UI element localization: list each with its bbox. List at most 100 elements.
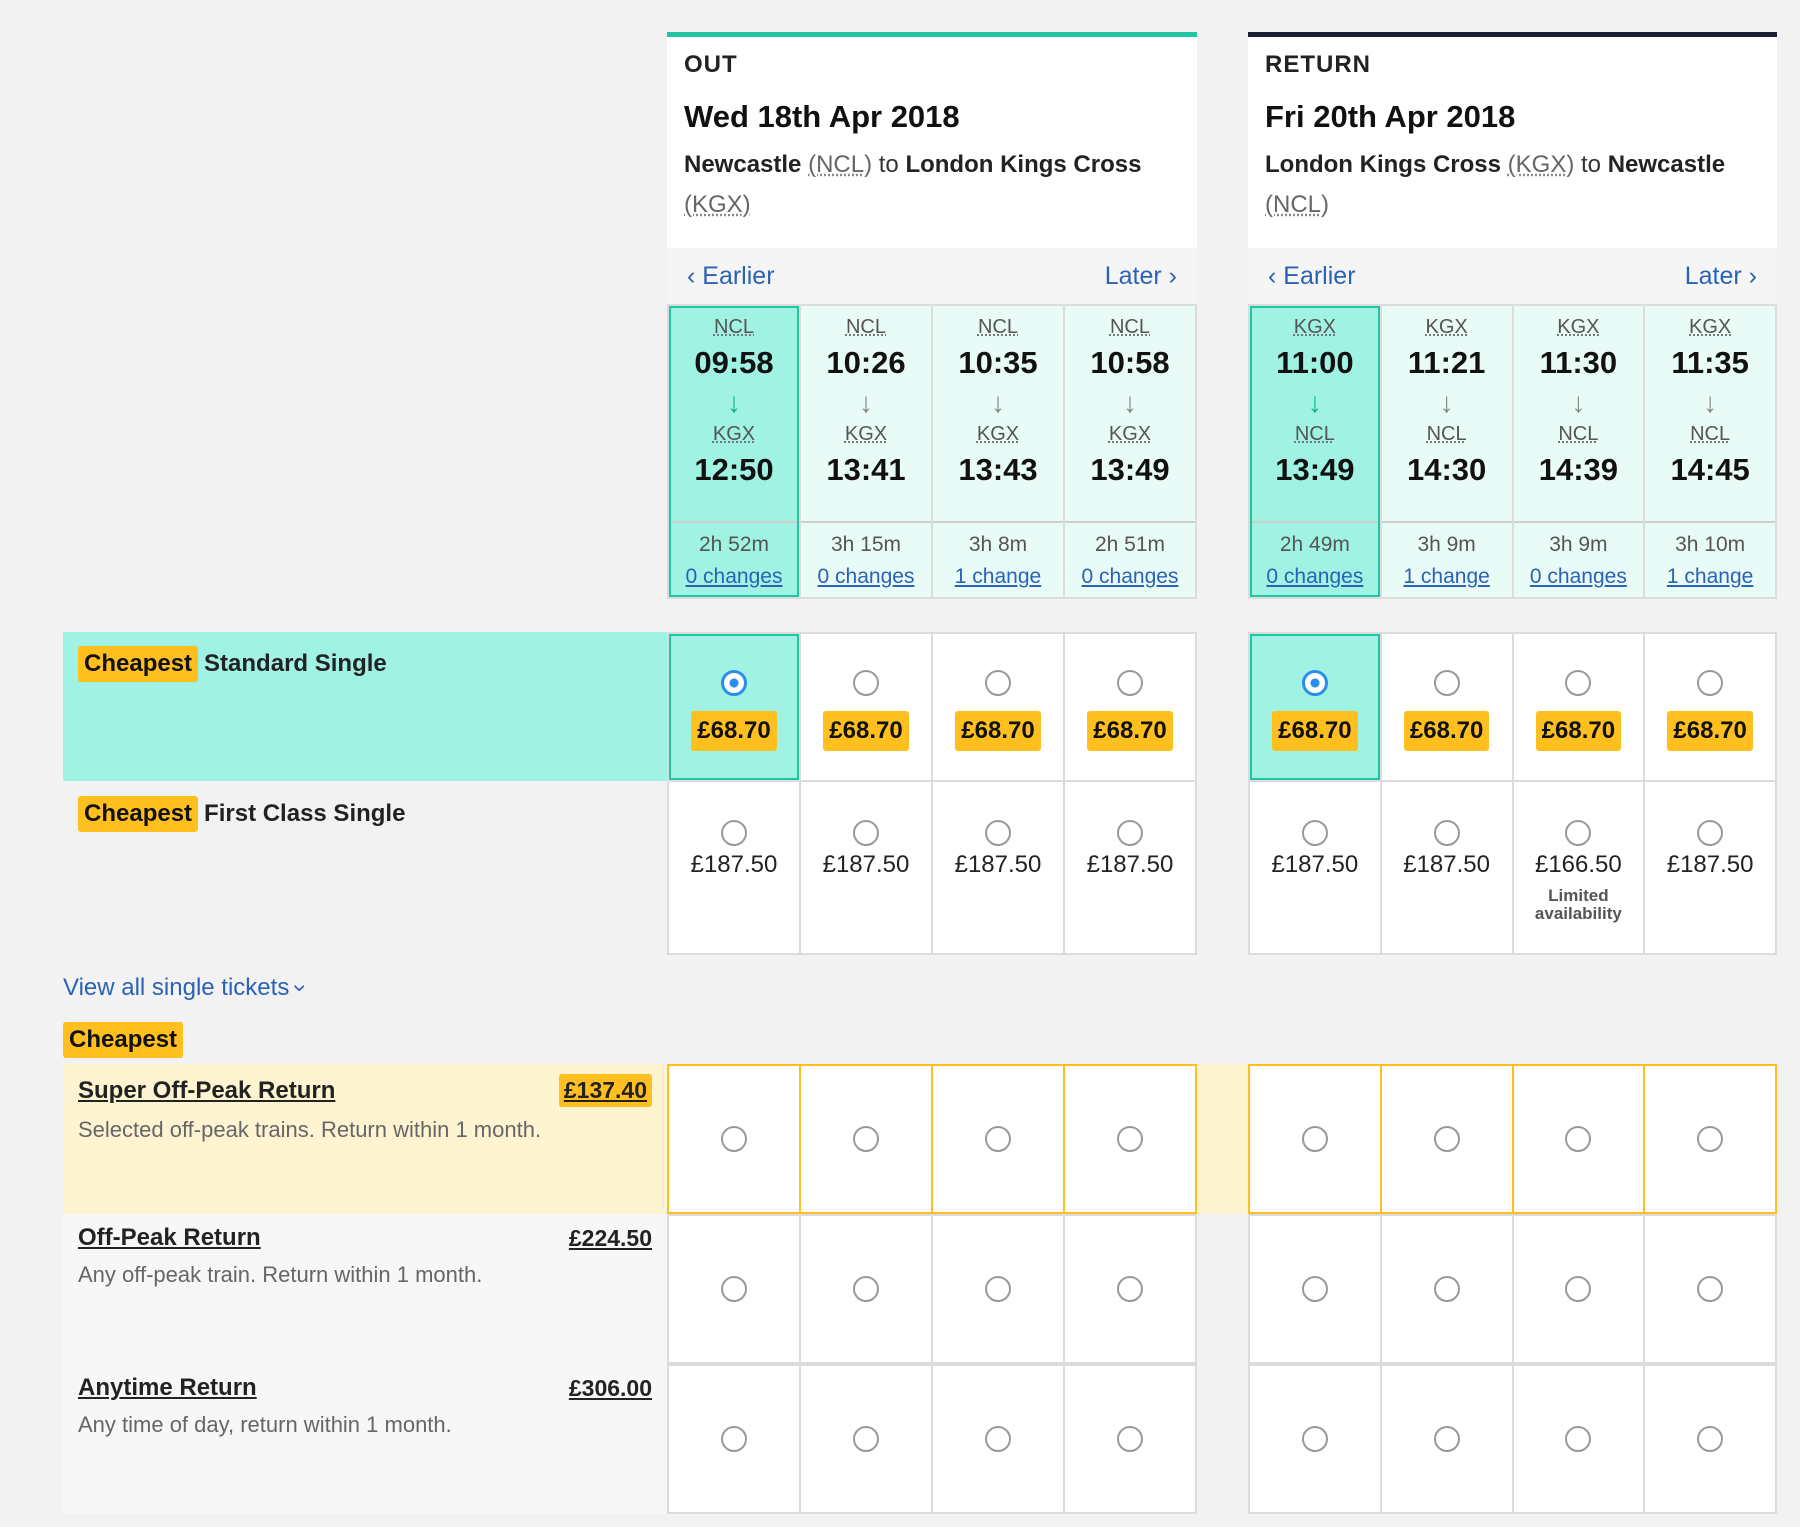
return-fare-cell[interactable] (1381, 1066, 1512, 1212)
fare-radio[interactable] (985, 1426, 1011, 1452)
fare-cell[interactable]: £68.70 (1513, 634, 1644, 780)
fare-radio[interactable] (1117, 1426, 1143, 1452)
fare-cell[interactable]: £68.70 (1065, 634, 1195, 780)
return-fare-cell[interactable] (669, 1066, 799, 1212)
changes-link[interactable]: 1 change (1403, 565, 1490, 588)
return-fare-cell[interactable] (1513, 1066, 1644, 1212)
return-fare-cell[interactable] (933, 1216, 1063, 1362)
fare-cell[interactable]: £68.70 (669, 634, 799, 780)
fare-radio[interactable] (985, 1126, 1011, 1152)
fare-radio[interactable] (1117, 1276, 1143, 1302)
changes-link[interactable]: 0 changes (817, 565, 915, 588)
train-option[interactable]: KGX 11:00 ↓ NCL 13:49 2h 49m 0 changes (1250, 306, 1380, 597)
return-fare-cell[interactable] (1065, 1216, 1195, 1362)
return-fare-cell[interactable] (669, 1366, 799, 1512)
train-option[interactable]: NCL 10:35 ↓ KGX 13:43 3h 8m 1 change (933, 306, 1063, 597)
fare-cell[interactable]: £68.70 (801, 634, 931, 780)
fare-radio[interactable] (985, 670, 1011, 696)
fare-cell[interactable]: £68.70 (1381, 634, 1512, 780)
return-fare-cell[interactable] (1381, 1216, 1512, 1362)
changes-link[interactable]: 0 changes (1081, 565, 1179, 588)
return-fare-cell[interactable] (801, 1366, 931, 1512)
train-option[interactable]: NCL 10:58 ↓ KGX 13:49 2h 51m 0 changes (1065, 306, 1195, 597)
fare-radio[interactable] (1565, 1276, 1592, 1302)
out-later-link[interactable]: Later › (1105, 262, 1177, 291)
fare-radio[interactable] (1433, 1426, 1460, 1452)
return-fare-cell[interactable] (1645, 1066, 1775, 1212)
changes-link[interactable]: 1 change (1666, 565, 1754, 588)
return-fare-cell[interactable] (933, 1066, 1063, 1212)
fare-cell[interactable]: £187.50 (933, 782, 1063, 953)
return-fare-cell[interactable] (1250, 1366, 1380, 1512)
return-fare-cell[interactable] (801, 1066, 931, 1212)
fare-cell[interactable]: £187.50 (1250, 782, 1380, 953)
return-fare-cell[interactable] (1065, 1366, 1195, 1512)
fare-radio[interactable] (1565, 1126, 1592, 1152)
fare-radio[interactable] (1301, 820, 1328, 846)
changes-link[interactable]: 0 changes (1529, 565, 1627, 588)
return-fare-cell[interactable] (933, 1366, 1063, 1512)
fare-cell[interactable]: £166.50 Limited availability (1513, 782, 1644, 953)
fare-radio[interactable] (721, 1276, 747, 1302)
return-fare-cell[interactable] (1065, 1066, 1195, 1212)
fare-radio[interactable] (1433, 1276, 1460, 1302)
fare-cell[interactable]: £187.50 (669, 782, 799, 953)
fare-cell[interactable]: £187.50 (801, 782, 931, 953)
fare-radio[interactable] (1433, 1126, 1460, 1152)
train-option[interactable]: KGX 11:30 ↓ NCL 14:39 3h 9m 0 changes (1513, 306, 1644, 597)
fare-radio[interactable] (1117, 670, 1143, 696)
fare-cell[interactable]: £68.70 (1645, 634, 1775, 780)
fare-radio[interactable] (853, 670, 879, 696)
fare-radio[interactable] (1433, 820, 1460, 846)
fare-radio[interactable] (1697, 1426, 1724, 1452)
return-fare-cell[interactable] (1645, 1216, 1775, 1362)
fare-radio[interactable] (1565, 670, 1592, 696)
fare-radio[interactable] (1301, 1276, 1328, 1302)
return-fare-cell[interactable] (1513, 1366, 1644, 1512)
train-option[interactable]: NCL 09:58 ↓ KGX 12:50 2h 52m 0 changes (669, 306, 799, 597)
return-fare-name[interactable]: Off-Peak Return (78, 1224, 261, 1251)
fare-radio[interactable] (721, 670, 747, 696)
changes-link[interactable]: 0 changes (685, 565, 783, 588)
fare-cell[interactable]: £187.50 (1065, 782, 1195, 953)
fare-radio[interactable] (853, 1126, 879, 1152)
fare-radio[interactable] (985, 820, 1011, 846)
fare-radio[interactable] (853, 1276, 879, 1302)
fare-radio[interactable] (853, 1426, 879, 1452)
fare-radio[interactable] (721, 1426, 747, 1452)
fare-radio[interactable] (721, 1126, 747, 1152)
fare-radio[interactable] (1697, 1126, 1724, 1152)
return-fare-cell[interactable] (1645, 1366, 1775, 1512)
train-option[interactable]: KGX 11:21 ↓ NCL 14:30 3h 9m 1 change (1381, 306, 1512, 597)
fare-radio[interactable] (1301, 670, 1328, 696)
fare-radio[interactable] (985, 1276, 1011, 1302)
fare-radio[interactable] (1117, 1126, 1143, 1152)
fare-radio[interactable] (1565, 820, 1592, 846)
return-fare-cell[interactable] (1250, 1216, 1380, 1362)
return-fare-name[interactable]: Super Off-Peak Return (78, 1076, 336, 1104)
view-all-single-tickets-link[interactable]: View all single tickets › (63, 974, 314, 1002)
fare-radio[interactable] (1433, 670, 1460, 696)
return-fare-name[interactable]: Anytime Return (78, 1374, 257, 1401)
fare-radio[interactable] (1301, 1126, 1328, 1152)
fare-cell[interactable]: £68.70 (1250, 634, 1380, 780)
fare-radio[interactable] (1697, 820, 1724, 846)
fare-radio[interactable] (1697, 670, 1724, 696)
changes-link[interactable]: 0 changes (1266, 565, 1364, 588)
out-earlier-link[interactable]: ‹ Earlier (687, 262, 775, 291)
fare-radio[interactable] (1565, 1426, 1592, 1452)
fare-cell[interactable]: £187.50 (1645, 782, 1775, 953)
return-fare-cell[interactable] (1250, 1066, 1380, 1212)
fare-cell[interactable]: £68.70 (933, 634, 1063, 780)
fare-radio[interactable] (721, 820, 747, 846)
fare-radio[interactable] (853, 820, 879, 846)
fare-cell[interactable]: £187.50 (1381, 782, 1512, 953)
train-option[interactable]: NCL 10:26 ↓ KGX 13:41 3h 15m 0 changes (801, 306, 931, 597)
fare-radio[interactable] (1117, 820, 1143, 846)
return-fare-cell[interactable] (669, 1216, 799, 1362)
fare-radio[interactable] (1301, 1426, 1328, 1452)
changes-link[interactable]: 1 change (954, 565, 1042, 588)
return-fare-cell[interactable] (1513, 1216, 1644, 1362)
fare-radio[interactable] (1697, 1276, 1724, 1302)
return-fare-cell[interactable] (801, 1216, 931, 1362)
